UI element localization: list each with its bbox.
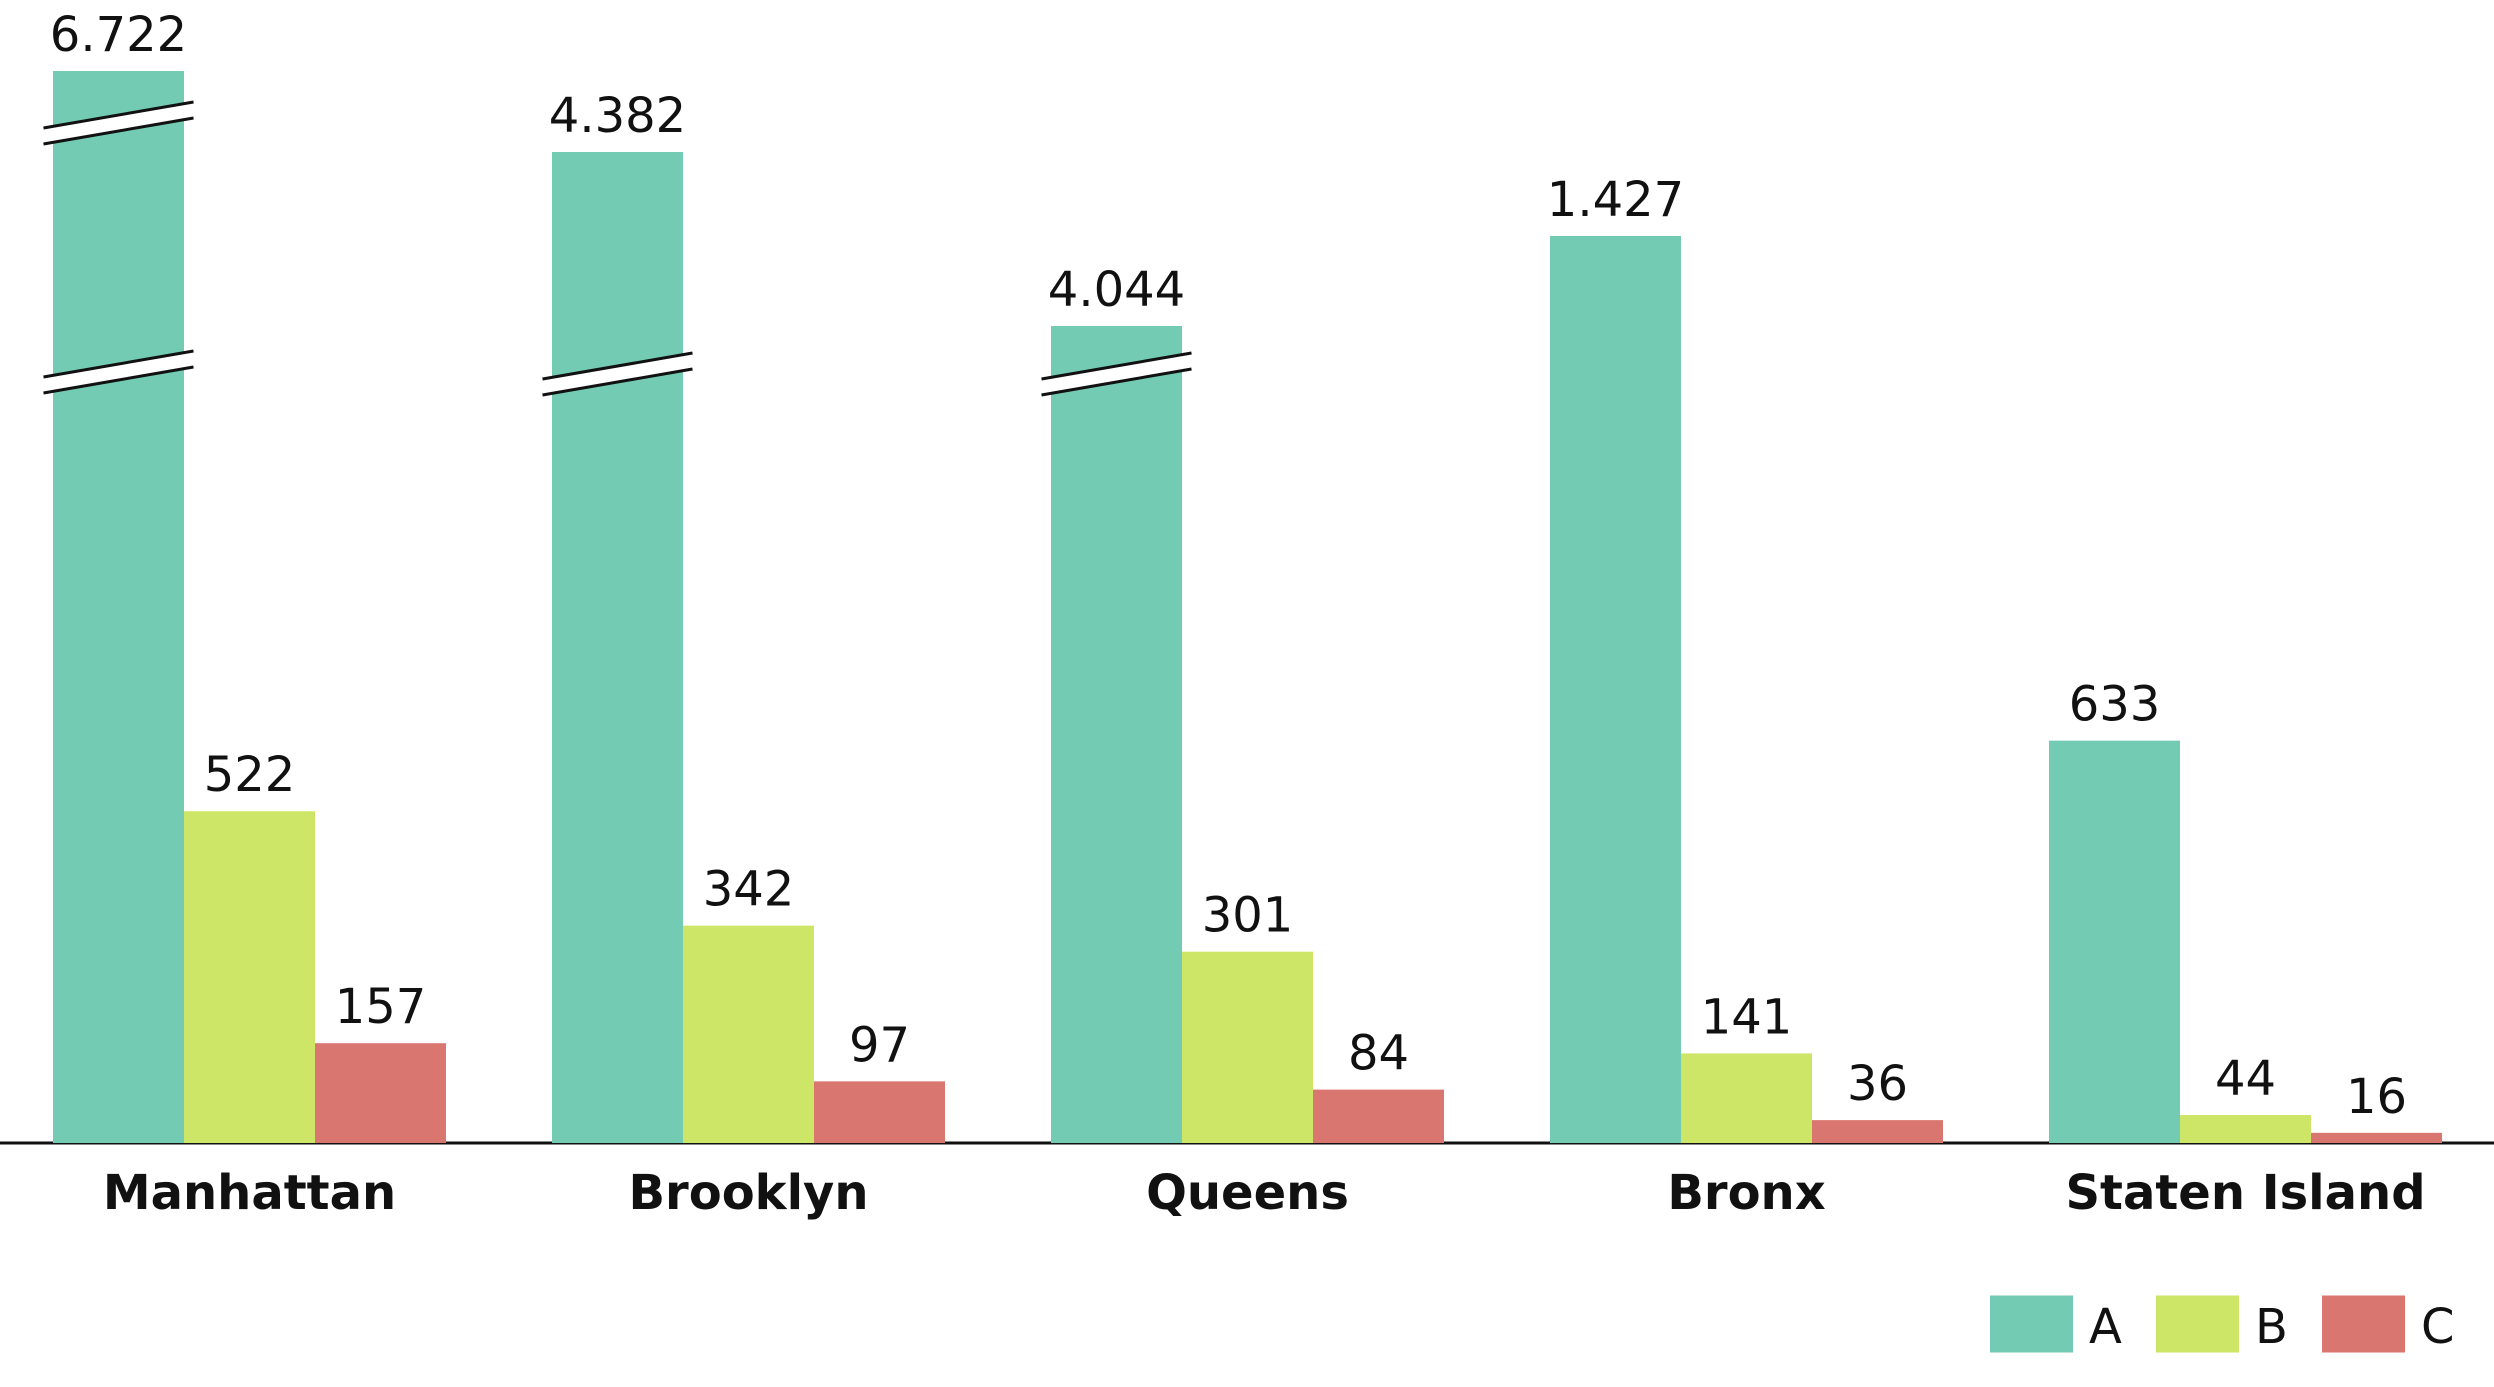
axis-break-gap [1041, 353, 1192, 395]
axis-break-line [43, 349, 194, 379]
bar-b-manhattan [184, 811, 315, 1143]
legend-label-c: C [2421, 1299, 2455, 1355]
axis-break-line [542, 367, 693, 397]
bar-c-bronx [1812, 1120, 1943, 1143]
category-label: Queens [1146, 1165, 1349, 1221]
axis-break-line [43, 365, 194, 395]
data-label: 4.044 [1048, 262, 1185, 318]
bar-a-brooklyn [552, 152, 683, 1143]
data-label: 157 [335, 979, 427, 1035]
data-label: 522 [204, 747, 296, 803]
axis-break-line [43, 100, 194, 130]
bar-c-manhattan [315, 1043, 446, 1143]
bar-c-queens [1313, 1089, 1444, 1143]
data-label: 84 [1348, 1026, 1409, 1082]
axis-break-gap [542, 353, 693, 395]
legend-label-a: A [2089, 1299, 2122, 1355]
data-label: 36 [1847, 1056, 1908, 1112]
bar-c-staten-island [2311, 1132, 2442, 1143]
category-label: Staten Island [2065, 1165, 2425, 1221]
bar-b-bronx [1681, 1053, 1812, 1143]
bar-b-brooklyn [683, 925, 814, 1143]
data-label: 301 [1202, 888, 1294, 944]
bar-a-manhattan [53, 71, 184, 1143]
bar-a-bronx [1550, 235, 1681, 1144]
data-label: 97 [849, 1017, 910, 1073]
data-label: 1.427 [1547, 172, 1684, 228]
axis-break-gap [43, 351, 194, 393]
category-label: Brooklyn [628, 1165, 868, 1221]
legend-swatch-c [2322, 1295, 2405, 1353]
axis-break-line [542, 351, 693, 381]
legend-swatch-b [2156, 1295, 2239, 1353]
bar-b-staten-island [2180, 1115, 2311, 1143]
data-label: 342 [703, 862, 795, 918]
bar-b-queens [1182, 951, 1313, 1143]
axis-break-line [43, 116, 194, 146]
data-label: 633 [2069, 677, 2161, 733]
axis-break-line [1041, 351, 1192, 381]
data-label: 6.722 [50, 7, 187, 63]
category-label: Manhattan [103, 1165, 396, 1221]
data-label: 141 [1701, 989, 1793, 1045]
axis-break-gap [43, 102, 194, 144]
legend-label-b: B [2255, 1299, 2288, 1355]
bar-c-brooklyn [814, 1081, 945, 1143]
category-label: Bronx [1667, 1165, 1825, 1221]
data-label: 16 [2346, 1069, 2407, 1125]
data-label: 4.382 [549, 88, 686, 144]
bar-a-staten-island [2049, 740, 2180, 1143]
bar-a-queens [1051, 326, 1182, 1143]
axis-break-line [1041, 367, 1192, 397]
legend-swatch-a [1990, 1295, 2073, 1353]
data-label: 44 [2215, 1051, 2276, 1107]
